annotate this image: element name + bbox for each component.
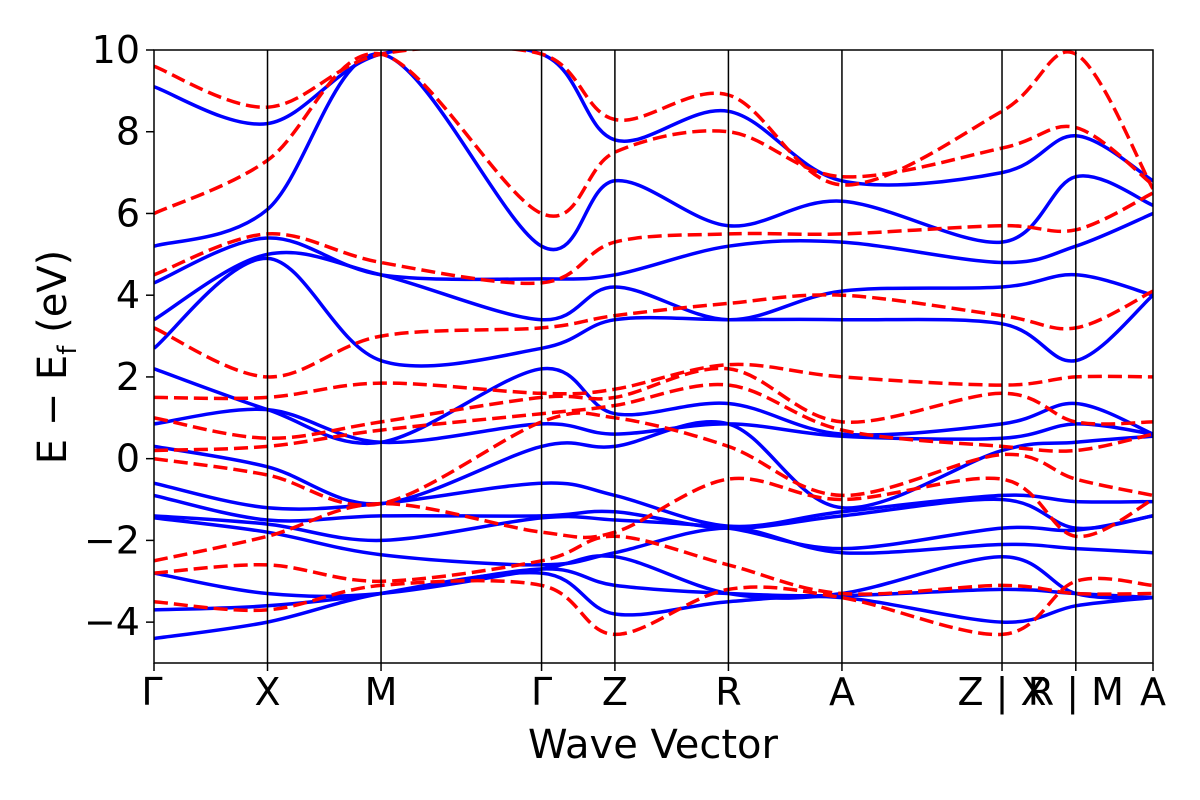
- x-tick-label-0: Γ: [141, 670, 162, 714]
- solid-band-11: [154, 250, 1153, 322]
- y-tick-label-1: −2: [84, 518, 140, 562]
- x-tick-label-1: X: [254, 670, 280, 714]
- y-tick-label-4: 4: [116, 273, 140, 317]
- solid-band-10: [154, 256, 1153, 368]
- x-tick-label-6: A: [829, 670, 855, 714]
- bands-layer: [154, 50, 1153, 641]
- x-tick-label-9: A: [1140, 670, 1166, 714]
- dashed-band-1: [154, 534, 1153, 596]
- dashed-band-3: [154, 411, 1153, 507]
- x-tick-label-7: Z | X: [957, 670, 1046, 715]
- y-axis-label: E − Ef (eV): [30, 250, 83, 465]
- y-tick-label-3: 2: [116, 355, 140, 399]
- dashed-band-5: [154, 366, 1153, 440]
- y-tick-label-7: 10: [92, 28, 140, 72]
- x-tick-label-5: R: [715, 670, 741, 714]
- x-tick-label-8: R | M: [1028, 670, 1124, 715]
- y-tick-label-2: 0: [116, 437, 140, 481]
- x-tick-label-4: Z: [602, 670, 628, 714]
- kpath-segment-lines: [266, 50, 1077, 663]
- solid-band-9: [154, 366, 1153, 446]
- x-tick-label-2: M: [365, 670, 398, 714]
- dashed-band-9: [154, 51, 1153, 218]
- y-axis-label-subscript: f: [53, 345, 83, 355]
- y-axis: −4 −2 0 2 4 6 8 10: [84, 28, 154, 644]
- dashed-band-7: [154, 289, 1153, 379]
- solid-band-8: [154, 407, 1153, 445]
- y-axis-label-unit: (eV): [30, 250, 76, 346]
- x-axis-label: Wave Vector: [528, 722, 779, 768]
- solid-band-14: [154, 50, 1153, 187]
- solid-band-1: [154, 567, 1153, 612]
- plot-frame: [153, 49, 1154, 664]
- x-tick-label-3: Γ: [531, 670, 552, 714]
- dashed-band-8: [154, 191, 1153, 286]
- dashed-band-6: [154, 362, 1153, 401]
- y-tick-label-5: 6: [116, 191, 140, 235]
- solid-band-3: [154, 516, 1153, 567]
- solid-band-5: [154, 493, 1153, 531]
- y-tick-label-0: −4: [84, 600, 140, 644]
- dashed-band-4: [154, 382, 1153, 453]
- y-tick-label-6: 8: [116, 110, 140, 154]
- y-axis-label-main: E − E: [30, 355, 76, 465]
- x-axis: Γ X M Γ Z R A Z | XR | M A: [141, 663, 1166, 715]
- dashed-band-2: [154, 476, 1153, 563]
- solid-band-2: [154, 554, 1153, 600]
- solid-band-13: [154, 52, 1153, 252]
- dashed-band-10: [154, 50, 1153, 190]
- solid-band-12: [154, 211, 1153, 285]
- solid-band-4: [154, 514, 1153, 551]
- dashed-band-0: [154, 576, 1153, 637]
- solid-band-0: [154, 570, 1153, 641]
